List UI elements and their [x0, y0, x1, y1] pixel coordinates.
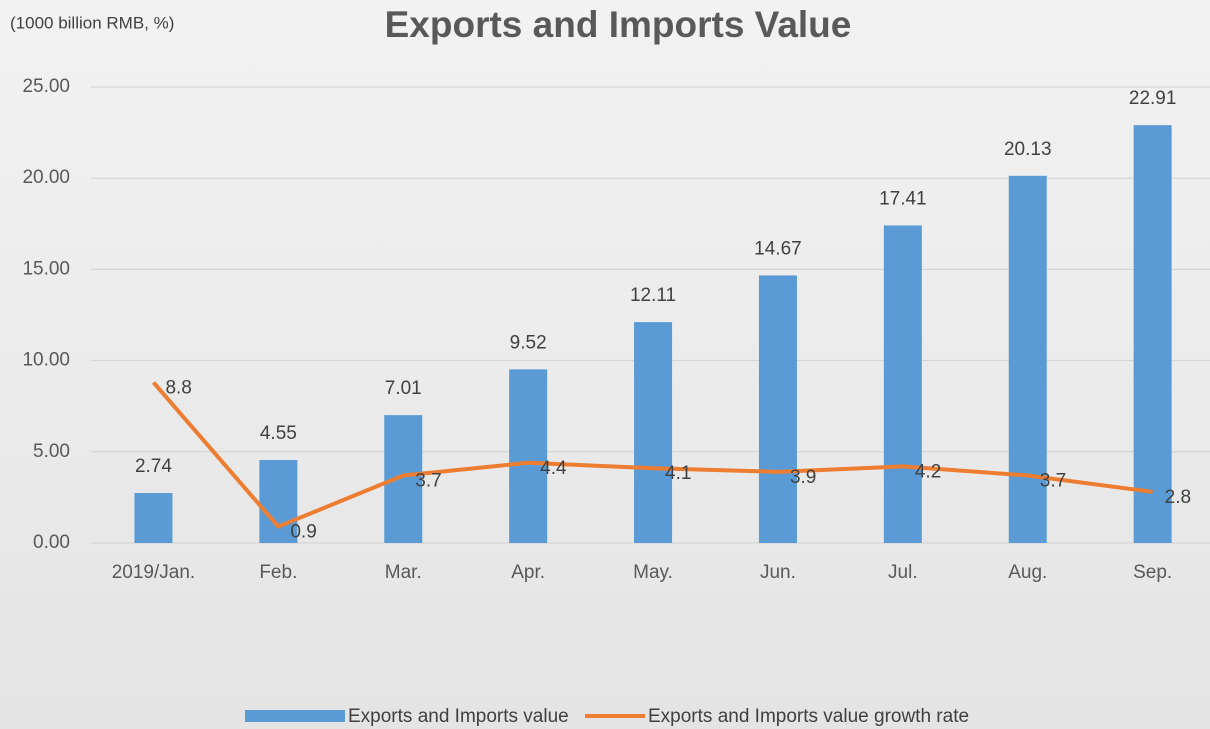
bar	[634, 322, 673, 543]
bar	[134, 493, 173, 543]
line-value-label: 4.4	[540, 458, 567, 479]
line-value-label: 8.8	[165, 378, 191, 399]
bar-value-label: 12.11	[630, 285, 676, 306]
line-value-label: 4.2	[915, 461, 941, 482]
x-tick-label: Jul.	[888, 562, 918, 583]
x-tick-label: Sep.	[1133, 562, 1172, 583]
y-tick-label: 20.00	[22, 167, 70, 188]
bar-value-label: 14.67	[754, 238, 802, 259]
line-value-label: 0.9	[290, 522, 316, 543]
y-tick-label: 10.00	[22, 350, 70, 371]
bar-value-label: 9.52	[510, 332, 547, 353]
x-tick-label: Feb.	[259, 562, 297, 583]
x-tick-label: Jun.	[760, 562, 796, 583]
bar	[509, 369, 548, 543]
y-tick-label: 25.00	[22, 76, 70, 97]
bar	[259, 460, 298, 543]
line-value-label: 3.9	[790, 467, 816, 488]
unit-label: (1000 billion RMB, %)	[10, 13, 174, 32]
bar-value-label: 7.01	[385, 378, 422, 399]
x-tick-label: Apr.	[511, 562, 545, 583]
legend-swatch	[245, 710, 345, 722]
bar-value-label: 20.13	[1004, 139, 1052, 160]
line-value-label: 3.7	[1040, 471, 1066, 492]
line-value-label: 3.7	[415, 471, 441, 492]
bar-value-label: 4.55	[260, 423, 297, 444]
chart-title: Exports and Imports Value	[385, 4, 852, 45]
y-tick-label: 15.00	[22, 258, 70, 279]
x-tick-label: 2019/Jan.	[112, 562, 195, 583]
bar-value-label: 22.91	[1129, 88, 1177, 109]
line	[151, 381, 1153, 529]
bar-value-label: 2.74	[135, 456, 172, 477]
line-value-label: 2.8	[1165, 487, 1191, 508]
bar	[1133, 125, 1172, 544]
legend-label: Exports and Imports value	[348, 706, 569, 727]
bar	[883, 225, 922, 544]
y-tick-label: 0.00	[33, 532, 70, 553]
y-tick-label: 5.00	[33, 441, 70, 462]
x-tick-label: Aug.	[1008, 562, 1047, 583]
line-value-label: 4.1	[665, 463, 691, 484]
bar-value-label: 17.41	[879, 188, 927, 209]
x-tick-label: May.	[633, 562, 673, 583]
x-tick-label: Mar.	[385, 562, 422, 583]
legend-label: Exports and Imports value growth rate	[648, 706, 969, 727]
bar	[1008, 175, 1047, 543]
bar	[758, 275, 797, 543]
